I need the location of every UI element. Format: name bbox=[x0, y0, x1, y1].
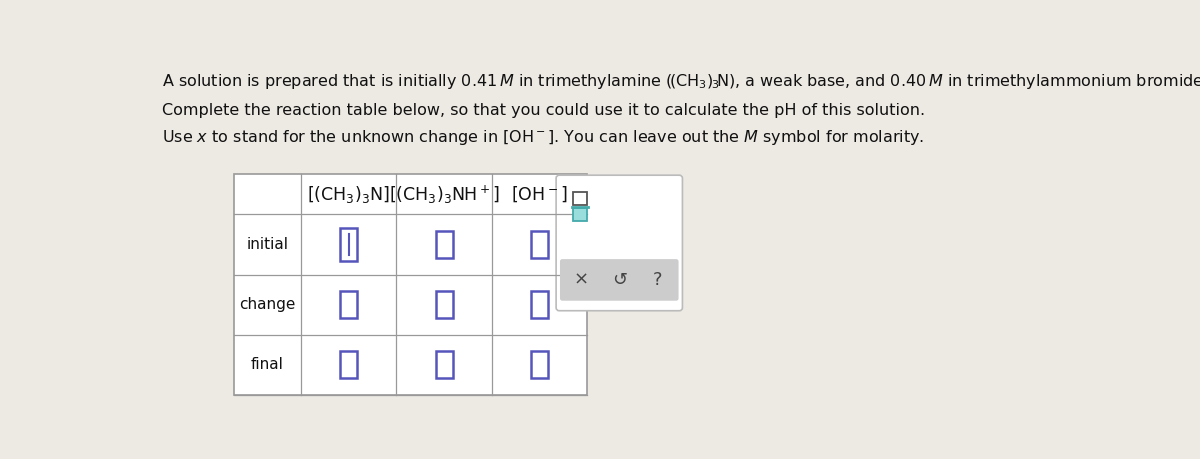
Bar bbox=[436, 351, 452, 379]
Text: final: final bbox=[251, 357, 284, 372]
Text: change: change bbox=[239, 297, 295, 312]
Text: ×: × bbox=[574, 271, 589, 289]
Text: ?: ? bbox=[653, 271, 662, 289]
Bar bbox=[436, 230, 452, 258]
FancyBboxPatch shape bbox=[560, 259, 678, 301]
Text: Complete the reaction table below, so that you could use it to calculate the pH : Complete the reaction table below, so th… bbox=[162, 103, 925, 118]
Bar bbox=[530, 230, 548, 258]
Text: $\left[(\mathrm{CH_3})_3\mathrm{NH}^+\right]$: $\left[(\mathrm{CH_3})_3\mathrm{NH}^+\ri… bbox=[389, 183, 499, 206]
Text: $\left[(\mathrm{CH_3})_3\mathrm{N}\right]$: $\left[(\mathrm{CH_3})_3\mathrm{N}\right… bbox=[307, 184, 390, 205]
Bar bbox=[530, 351, 548, 379]
Text: initial: initial bbox=[246, 237, 288, 252]
Bar bbox=[341, 228, 358, 261]
FancyBboxPatch shape bbox=[556, 175, 683, 311]
Bar bbox=[436, 291, 452, 319]
Text: A solution is prepared that is initially 0.41$\,\mathit{M}$ in trimethylamine $\: A solution is prepared that is initially… bbox=[162, 72, 1200, 91]
Text: ↺: ↺ bbox=[612, 271, 626, 289]
Bar bbox=[574, 192, 587, 205]
Text: Use $x$ to stand for the unknown change in $\left[\mathrm{OH}^-\right]$. You can: Use $x$ to stand for the unknown change … bbox=[162, 128, 924, 147]
Bar bbox=[341, 351, 358, 379]
Bar bbox=[341, 291, 358, 319]
Text: $\left[\mathrm{OH}^-\right]$: $\left[\mathrm{OH}^-\right]$ bbox=[511, 185, 568, 204]
Bar bbox=[234, 174, 587, 395]
Bar bbox=[574, 208, 587, 221]
Bar bbox=[530, 291, 548, 319]
